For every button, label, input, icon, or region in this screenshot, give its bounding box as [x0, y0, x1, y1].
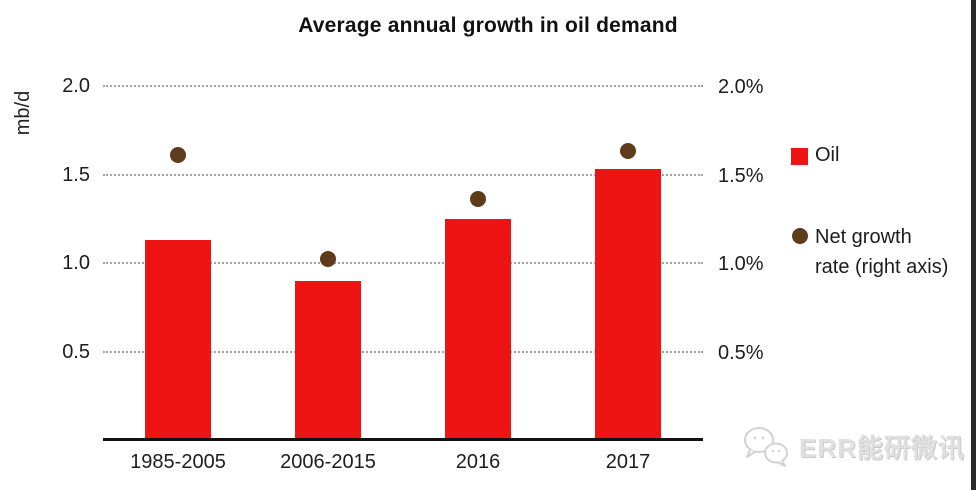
right-axis-tick-0.5%: 0.5% [718, 341, 764, 364]
x-axis-label-1985-2005: 1985-2005 [130, 451, 226, 473]
oil-bar-1985-2005 [145, 239, 211, 440]
right-axis-tick-1.0%: 1.0% [718, 253, 764, 275]
oil-bar-2016 [445, 218, 511, 440]
x-axis-line [103, 438, 703, 441]
net-growth-dot-1985-2005 [170, 147, 186, 164]
watermark: ERR能研微讯 [740, 424, 965, 468]
chart-title: Average annual growth in oil demand [298, 14, 678, 37]
oil-bar-2017 [595, 169, 661, 440]
right-axis-tick-1.5%: 1.5% [718, 164, 764, 187]
legend-net-growth-label-line1: Net growth [815, 226, 912, 248]
legend-oil-swatch-icon [791, 148, 808, 165]
legend-oil-label: Oil [815, 144, 840, 166]
oil-bar-2006-2015 [295, 280, 361, 440]
net-growth-dot-2016 [470, 191, 486, 208]
right-edge-border [971, 0, 976, 490]
left-axis-tick-1.5: 1.5 [62, 163, 90, 186]
net-growth-dot-2006-2015 [320, 251, 336, 268]
right-axis-tick-2.0%: 2.0% [718, 76, 764, 98]
legend-net-growth-label: Net growth rate (right axis) [815, 222, 948, 282]
left-axis-tick-2.0: 2.0 [62, 75, 90, 97]
left-axis-tick-1.0: 1.0 [62, 252, 90, 274]
net-growth-dot-2017 [620, 143, 636, 160]
legend-net-growth-dot-icon [792, 228, 808, 244]
legend-net-growth-label-line2: rate (right axis) [815, 256, 949, 278]
x-axis-label-2016: 2016 [455, 451, 501, 473]
gridline-2.0 [103, 85, 703, 87]
watermark-text: ERR能研微讯 [799, 432, 965, 463]
x-axis-label-2006-2015: 2006-2015 [280, 451, 376, 473]
left-axis-tick-0.5: 0.5 [62, 340, 90, 363]
chat-bubbles-icon [744, 427, 788, 467]
gridline-1.5 [103, 173, 703, 176]
gridline-1.0 [103, 262, 703, 264]
x-axis-label-2017: 2017 [605, 451, 651, 473]
gridline-0.5 [103, 350, 703, 353]
